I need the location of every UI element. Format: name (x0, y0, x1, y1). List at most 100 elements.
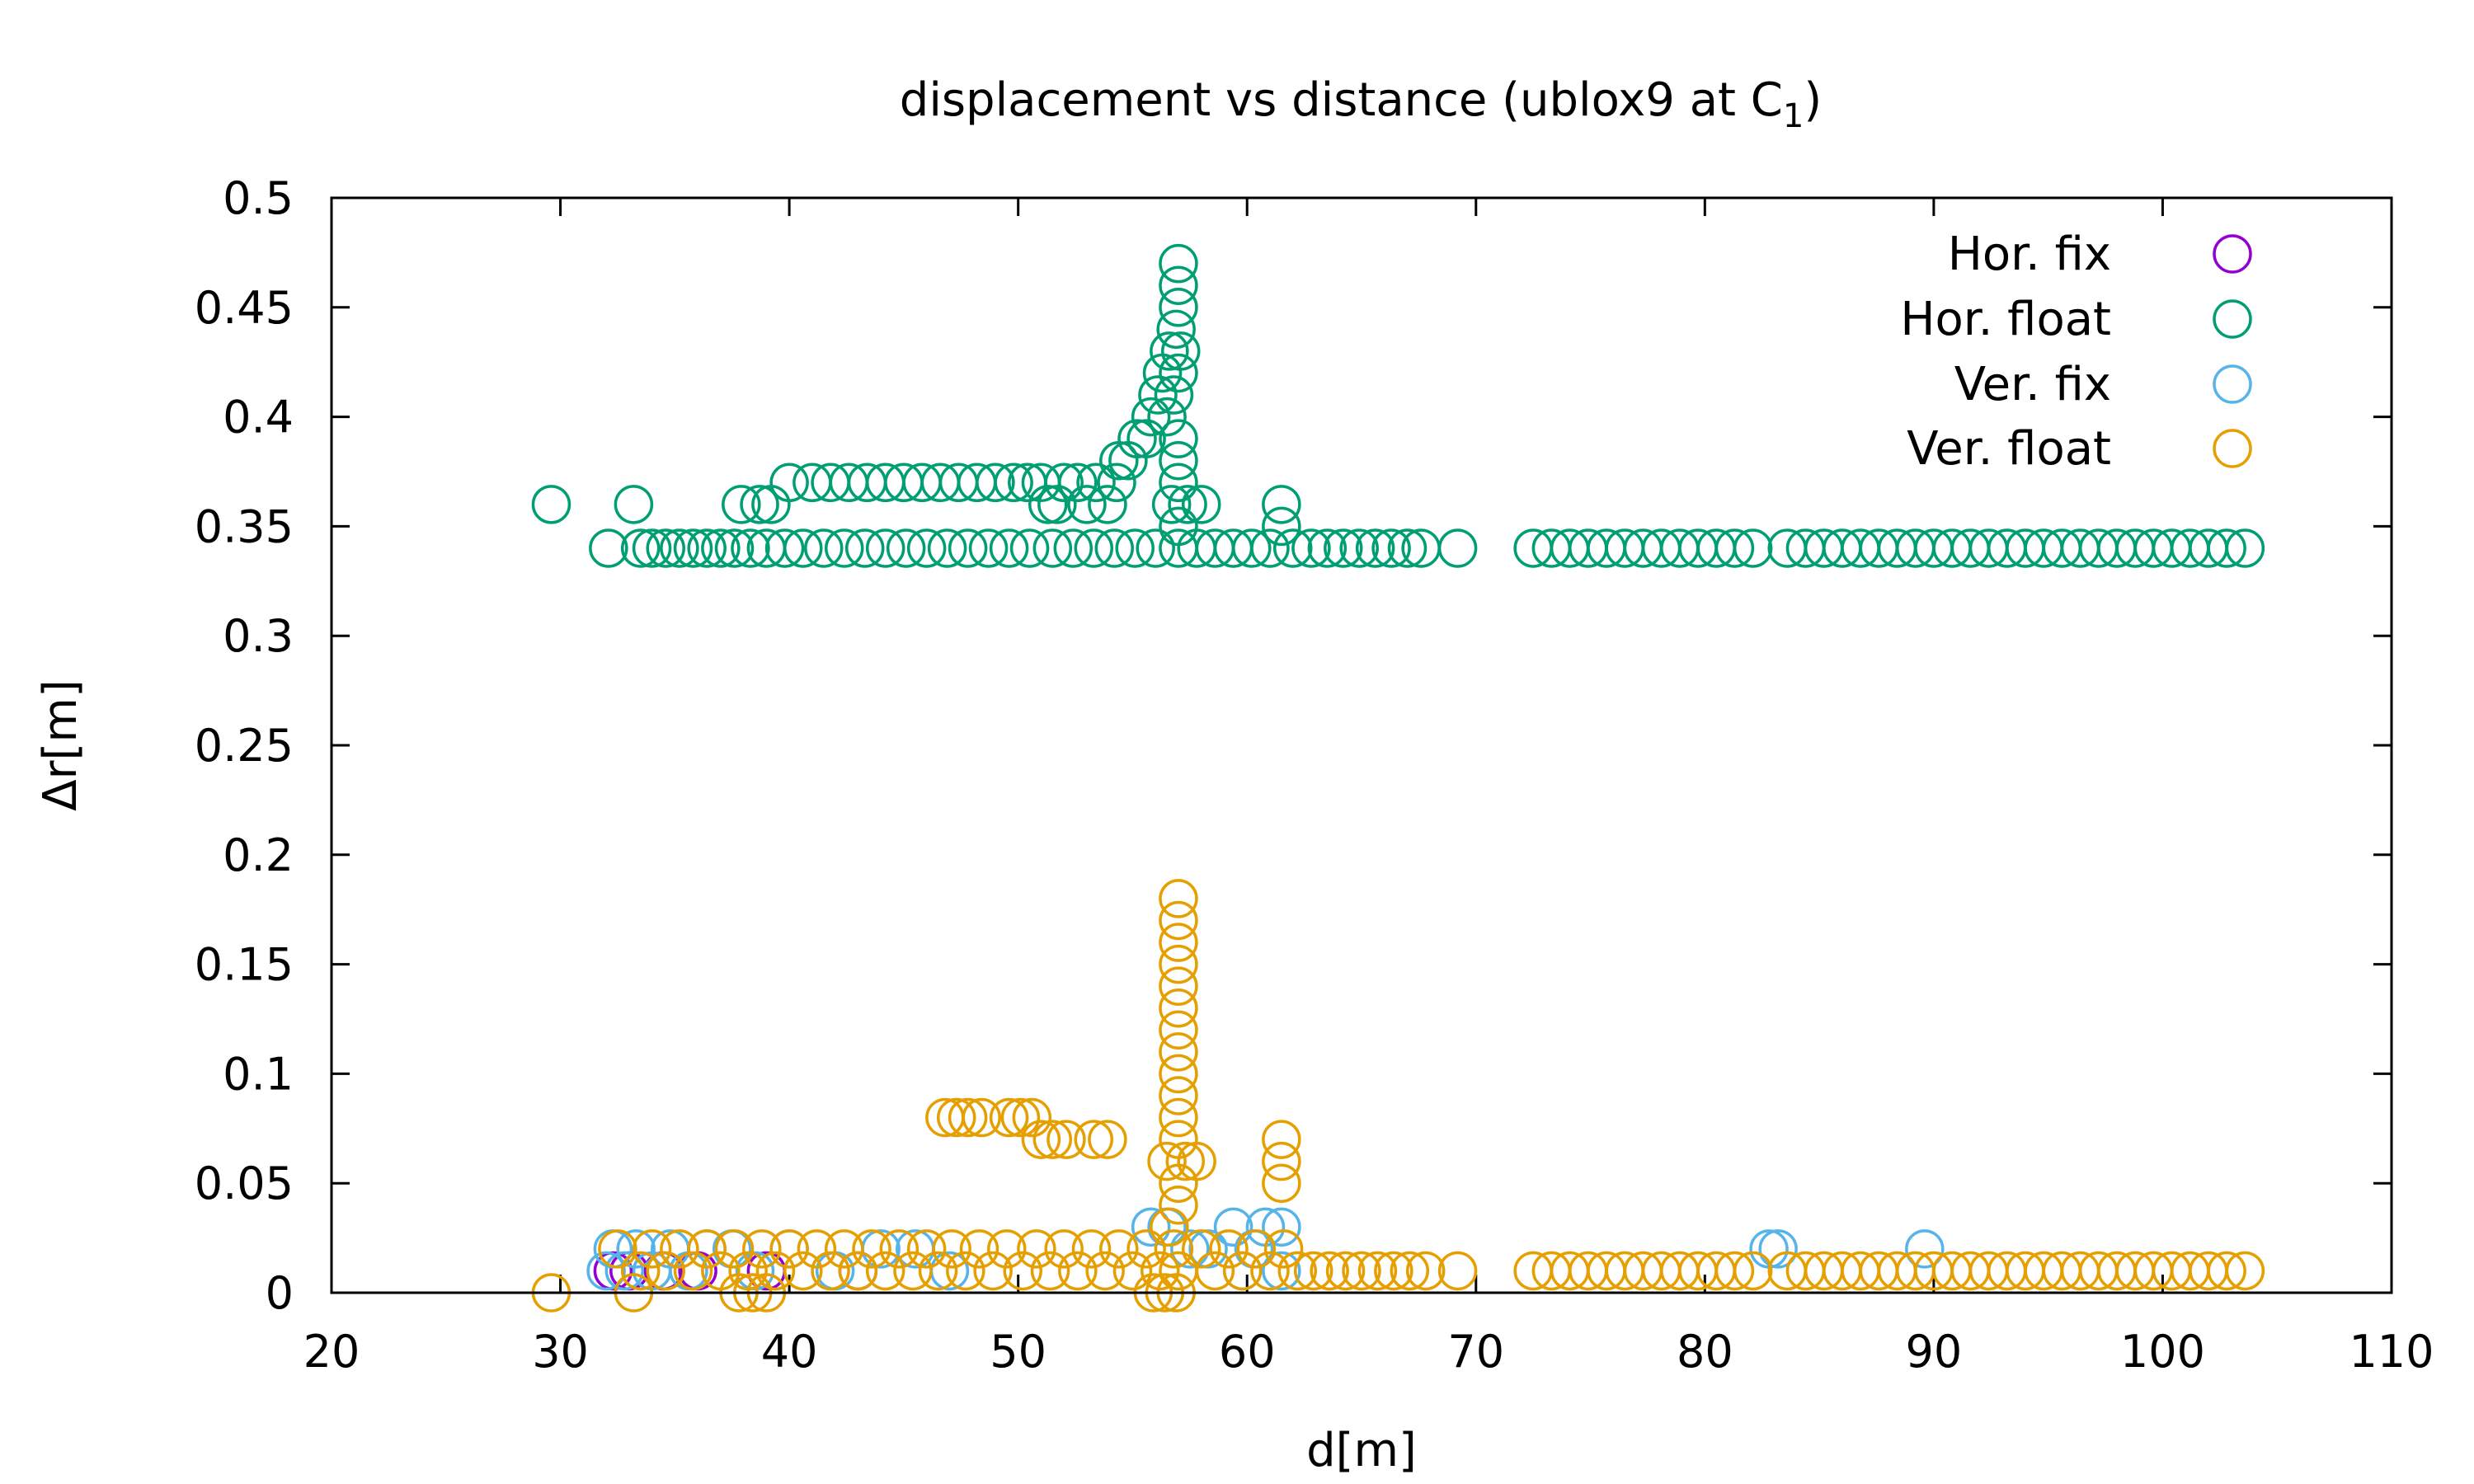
data-point (1310, 1251, 1349, 1291)
data-point (1058, 1251, 1098, 1291)
data-point (1159, 440, 1198, 481)
data-point (1159, 1032, 1198, 1072)
data-point (1131, 1207, 1171, 1247)
legend-label: Hor. fix (1948, 228, 2111, 281)
x-tick-label: 40 (761, 1326, 818, 1378)
data-point (987, 1229, 1027, 1269)
data-point (1222, 1251, 1263, 1291)
data-point (1154, 1229, 1194, 1269)
data-point (1159, 463, 1198, 503)
data-point (1371, 528, 1411, 568)
data-point (1141, 1251, 1180, 1291)
data-point (865, 1251, 905, 1291)
data-point (1159, 265, 1198, 305)
data-point (1733, 528, 1773, 568)
y-tick-label: 0.45 (195, 282, 294, 334)
data-point (604, 1251, 645, 1291)
data-point (824, 1229, 864, 1269)
data-point (1160, 331, 1201, 371)
data-point (1232, 528, 1272, 568)
data-point (1177, 1141, 1216, 1181)
data-point (1126, 419, 1166, 458)
legend-label: Ver. fix (1954, 358, 2111, 411)
data-point (844, 528, 885, 568)
data-point (1017, 1229, 1056, 1269)
data-point (1262, 1251, 1301, 1291)
data-point (646, 1251, 685, 1291)
data-point (1159, 419, 1198, 458)
data-point (1159, 1186, 1198, 1225)
y-tick-label: 0.05 (195, 1158, 294, 1209)
data-point (1071, 1229, 1112, 1269)
data-point (893, 1251, 933, 1291)
data-point (838, 1251, 878, 1291)
data-point (946, 1251, 985, 1291)
data-point (1262, 1207, 1301, 1247)
data-point (1142, 353, 1183, 393)
data-point (1437, 528, 1478, 568)
legend: Hor. fix Hor. float Ver. fix Ver. float (1900, 228, 2252, 476)
data-point (1021, 1120, 1061, 1159)
data-point (1159, 1054, 1198, 1094)
data-point (1032, 528, 1073, 568)
data-point (646, 528, 685, 568)
x-tick-label: 20 (303, 1326, 360, 1378)
data-point (1159, 923, 1198, 962)
data-point (1324, 528, 1363, 568)
data-point (1733, 1251, 1773, 1291)
data-point (906, 1229, 947, 1269)
data-point (1250, 528, 1290, 568)
data-point (1159, 879, 1198, 918)
data-point (714, 528, 755, 568)
data-point (1151, 485, 1192, 524)
data-point (1159, 1163, 1198, 1203)
data-point (673, 528, 713, 568)
data-point (1250, 1251, 1290, 1291)
data-point (1099, 1229, 1139, 1269)
data-point (968, 528, 1009, 568)
data-point (1159, 1010, 1198, 1050)
data-point (1357, 1251, 1398, 1291)
chart-title-close: ) (1804, 73, 1822, 127)
data-point (1067, 485, 1107, 524)
data-point (1159, 900, 1198, 941)
data-point (1262, 1141, 1301, 1181)
legend-marker (2213, 234, 2252, 274)
data-point (976, 463, 1015, 503)
data-point (1156, 309, 1196, 350)
data-point (1097, 463, 1136, 503)
data-point (1293, 1251, 1333, 1291)
y-tick-label: 0.5 (223, 172, 294, 224)
y-tick-label: 0.3 (223, 610, 294, 662)
legend-marker (2213, 429, 2252, 468)
data-point (1047, 1120, 1086, 1159)
data-point (1058, 463, 1098, 503)
legend-label: Hor. float (1900, 293, 2111, 346)
data-point (1115, 528, 1155, 568)
y-tick-label: 0.15 (195, 939, 294, 991)
data-point (803, 528, 844, 568)
series-hor-float (531, 243, 2265, 568)
data-point (1405, 1251, 1446, 1291)
data-point (1000, 1097, 1041, 1138)
data-point (948, 1097, 988, 1138)
data-point (740, 485, 779, 524)
x-axis-title: d[m] (1306, 1424, 1417, 1477)
y-tick-labels: 0 0.05 0.1 0.15 0.2 0.25 0.3 0.35 0.4 0.45 0.5 (195, 172, 294, 1319)
data-point (1159, 243, 1198, 284)
legend-marker (2213, 364, 2252, 404)
data-point (1714, 1251, 1755, 1291)
data-point (687, 528, 727, 568)
data-point (1390, 1251, 1430, 1291)
data-point (1159, 988, 1198, 1028)
data-point (1262, 1163, 1301, 1203)
data-point (742, 1229, 782, 1269)
data-point (989, 528, 1029, 568)
x-tick-label: 90 (1906, 1326, 1963, 1378)
data-point (714, 1229, 755, 1269)
data-point (616, 1229, 656, 1269)
data-point (620, 1251, 661, 1291)
data-point (1159, 944, 1198, 984)
data-point (927, 528, 967, 568)
data-point (1044, 463, 1084, 503)
